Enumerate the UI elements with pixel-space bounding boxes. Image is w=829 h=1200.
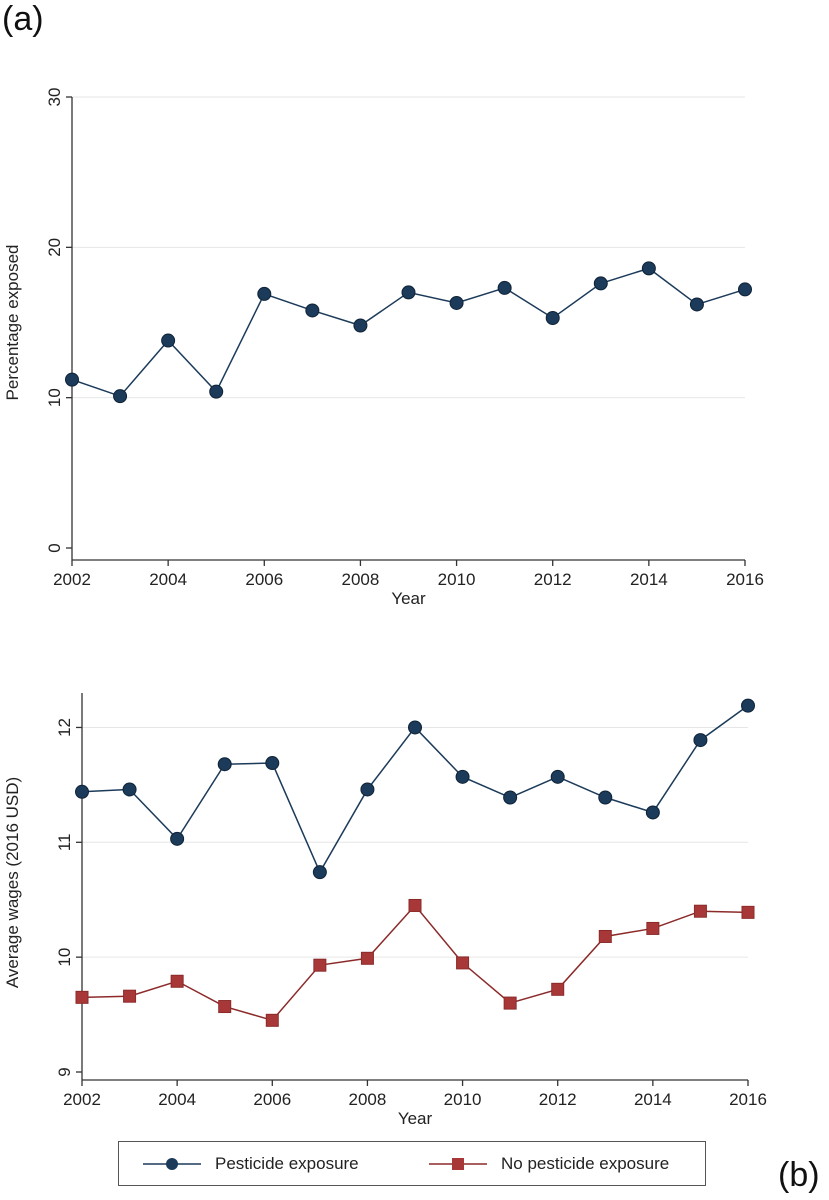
legend-symbol-pesticide bbox=[143, 1157, 201, 1170]
legend: Pesticide exposure No pesticide exposure bbox=[118, 1141, 706, 1186]
data-point bbox=[545, 310, 560, 325]
chart-b-average-wages: 9 10 11 12 2002 2004 2006 2008 2010 2012 2014 2016 Y… bbox=[3, 693, 767, 1128]
data-point bbox=[455, 769, 470, 784]
legend-label-no-pesticide: No pesticide exposure bbox=[501, 1153, 670, 1173]
x-tick-label: 2006 bbox=[253, 1090, 291, 1109]
data-point bbox=[550, 769, 565, 784]
x-axis-title: Year bbox=[391, 589, 426, 608]
data-point bbox=[312, 865, 327, 880]
y-tick-label: 10 bbox=[45, 388, 64, 407]
data-point bbox=[408, 898, 422, 912]
data-point bbox=[693, 904, 707, 918]
x-tick-label: 2002 bbox=[63, 1090, 101, 1109]
data-point bbox=[593, 276, 608, 291]
x-tick-label: 2014 bbox=[630, 570, 668, 589]
data-point bbox=[503, 996, 517, 1010]
y-tick-label: 11 bbox=[55, 833, 74, 851]
x-tick-label: 2008 bbox=[349, 1090, 387, 1109]
data-point bbox=[75, 784, 89, 799]
data-point bbox=[161, 333, 176, 348]
data-point bbox=[641, 261, 656, 276]
legend-item-no-pesticide: No pesticide exposure bbox=[427, 1142, 669, 1185]
data-point bbox=[645, 805, 660, 820]
x-tick-label: 2012 bbox=[539, 1090, 577, 1109]
data-point bbox=[75, 990, 89, 1004]
y-tick-label: 20 bbox=[45, 238, 64, 257]
y-tick-label: 12 bbox=[55, 718, 74, 737]
x-tick-label: 2008 bbox=[342, 570, 380, 589]
x-tick-label: 2016 bbox=[726, 570, 764, 589]
x-tick-label: 2006 bbox=[245, 570, 283, 589]
data-point bbox=[693, 733, 708, 748]
data-point bbox=[122, 782, 137, 797]
y-tick-label: 0 bbox=[45, 543, 64, 552]
data-point bbox=[113, 389, 128, 404]
data-point bbox=[360, 951, 374, 965]
x-tick-label: 2010 bbox=[444, 1090, 482, 1109]
data-point bbox=[503, 790, 518, 805]
legend-symbol-no-pesticide bbox=[429, 1157, 487, 1170]
y-tick-label: 9 bbox=[55, 1067, 74, 1076]
x-tick-label: 2014 bbox=[634, 1090, 672, 1109]
data-point bbox=[741, 905, 755, 919]
data-point bbox=[689, 297, 704, 312]
data-point bbox=[497, 280, 512, 295]
data-point bbox=[738, 282, 752, 297]
data-point bbox=[449, 295, 464, 310]
y-axis-title: Percentage exposed bbox=[3, 245, 22, 401]
data-point bbox=[305, 303, 320, 318]
panel-label-b: (b) bbox=[778, 1156, 820, 1194]
data-point bbox=[741, 698, 755, 713]
data-point bbox=[360, 782, 375, 797]
data-point bbox=[456, 956, 470, 970]
x-tick-label: 2002 bbox=[53, 570, 91, 589]
data-point bbox=[408, 720, 422, 735]
legend-item-pesticide: Pesticide exposure bbox=[141, 1142, 359, 1185]
data-point bbox=[170, 974, 184, 988]
data-point bbox=[313, 958, 327, 972]
x-tick-label: 2016 bbox=[729, 1090, 767, 1109]
chart-a-percentage-exposed: 0 10 20 30 2002 2004 2006 2008 2010 2012 2014 2016 Y… bbox=[3, 88, 764, 608]
data-point bbox=[123, 989, 137, 1003]
x-tick-label: 2004 bbox=[158, 1090, 196, 1109]
data-point bbox=[598, 929, 612, 943]
y-tick-label: 30 bbox=[45, 88, 64, 107]
data-point bbox=[170, 831, 185, 846]
data-point bbox=[209, 384, 224, 399]
data-point bbox=[217, 757, 232, 772]
legend-label-pesticide: Pesticide exposure bbox=[215, 1153, 359, 1173]
x-tick-label: 2012 bbox=[534, 570, 572, 589]
data-point bbox=[65, 372, 79, 387]
x-axis-title: Year bbox=[398, 1109, 433, 1128]
data-point bbox=[353, 318, 368, 333]
data-point bbox=[401, 285, 416, 300]
data-point bbox=[646, 921, 660, 935]
data-point bbox=[265, 1013, 279, 1027]
x-tick-label: 2004 bbox=[149, 570, 187, 589]
data-point bbox=[265, 756, 280, 771]
data-point bbox=[598, 790, 613, 805]
data-point bbox=[257, 286, 272, 301]
y-axis-title: Average wages (2016 USD) bbox=[3, 777, 22, 988]
y-tick-label: 10 bbox=[55, 948, 74, 967]
x-tick-label: 2010 bbox=[438, 570, 476, 589]
panel-label-a: (a) bbox=[2, 0, 44, 38]
data-point bbox=[551, 982, 565, 996]
data-point bbox=[218, 1000, 232, 1014]
